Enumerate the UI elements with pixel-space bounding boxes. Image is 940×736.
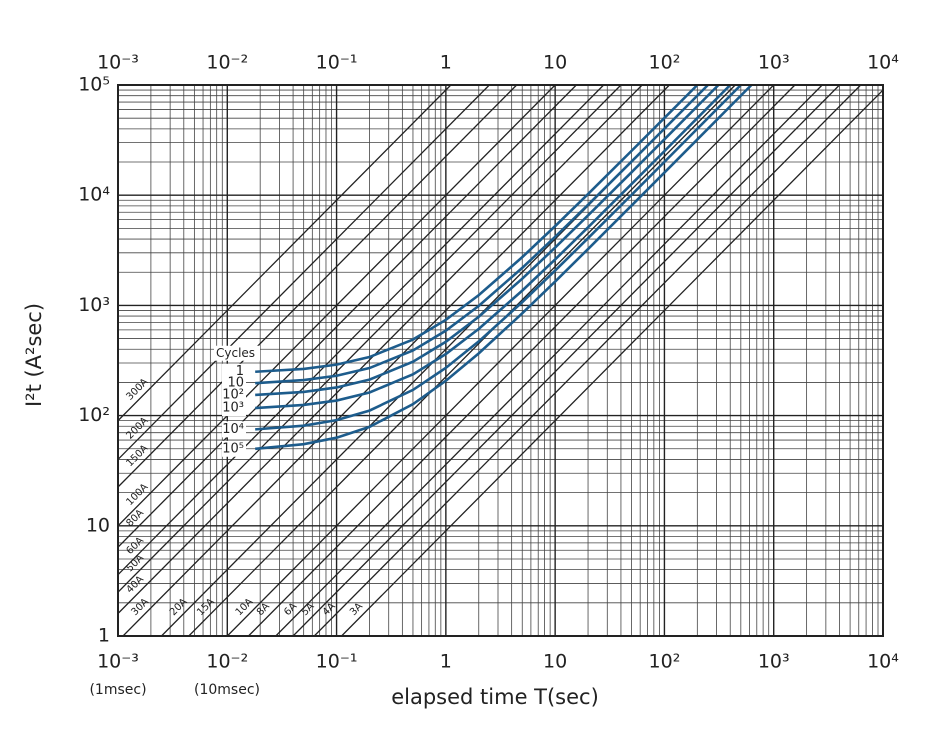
x-top-tick-label: 10: [543, 52, 567, 74]
series-line: [255, 84, 720, 397]
x-tick-label: 10²: [649, 651, 681, 673]
series-line: [255, 84, 699, 374]
current-line: [117, 84, 556, 527]
y-tick-label: 10⁴: [78, 184, 110, 206]
legend-box: [222, 400, 246, 417]
legend-box: [222, 421, 246, 438]
y-tick-label: 10²: [78, 404, 110, 426]
current-line: [117, 84, 577, 548]
x-tick-label: 10⁻³: [97, 651, 139, 673]
current-line: [275, 84, 823, 637]
legend-label: 10⁵: [222, 441, 244, 456]
series-line: [255, 84, 732, 410]
series-line: [255, 84, 742, 431]
legend-title: Cycles: [216, 346, 255, 360]
current-line: [117, 84, 622, 593]
x-tick-label: 10³: [758, 651, 790, 673]
legend-label: 10: [227, 376, 244, 391]
curves: [255, 84, 753, 451]
legend-label: 10³: [222, 401, 244, 416]
current-line: [117, 84, 605, 576]
y-tick-label: 10³: [78, 294, 110, 316]
x-top-tick-label: 1: [440, 52, 452, 74]
x-top-tick-label: 10⁴: [867, 52, 899, 74]
annotation: (10msec): [194, 682, 260, 698]
legend-label: 10²: [222, 387, 244, 402]
plot-frame: [117, 84, 884, 637]
series-line: [255, 84, 709, 385]
current-line: [313, 84, 862, 637]
current-line: [117, 84, 452, 422]
legend-box: [222, 386, 246, 403]
current-line: [226, 84, 775, 637]
x-tick-label: 10⁻²: [206, 651, 248, 673]
current-line: [292, 84, 840, 637]
current-line: [117, 84, 490, 460]
legend-label: 10⁴: [222, 422, 244, 437]
labels: 10⁻³10⁻³10⁻²10⁻²10⁻¹10⁻¹11101010²10²10³1…: [78, 52, 899, 673]
x-tick-label: 10: [543, 651, 567, 673]
legend-label: 1: [236, 364, 244, 379]
x-axis-label: elapsed time T(sec): [391, 685, 599, 709]
y-axis-label: I²t (A²sec): [22, 303, 46, 407]
x-top-tick-label: 10⁻³: [97, 52, 139, 74]
legend-title-box: [214, 345, 260, 361]
x-tick-label: 10⁴: [867, 651, 899, 673]
current-line: [188, 84, 736, 637]
current-line: [117, 84, 643, 614]
x-top-tick-label: 10⁻¹: [316, 52, 358, 74]
current-line: [117, 84, 518, 488]
series-line: [255, 84, 753, 451]
current-line: [122, 84, 670, 637]
annotation: (1msec): [89, 682, 146, 698]
x-top-tick-label: 10⁻²: [206, 52, 248, 74]
current-line: [248, 84, 796, 637]
x-top-tick-label: 10²: [649, 52, 681, 74]
current-line: [341, 89, 884, 637]
y-tick-label: 1: [98, 625, 110, 647]
y-tick-label: 10⁵: [78, 74, 110, 96]
legend-box: [222, 440, 246, 457]
x-tick-label: 1: [440, 651, 452, 673]
x-tick-label: 10⁻¹: [316, 651, 358, 673]
y-tick-label: 10: [86, 514, 110, 536]
x-top-tick-label: 10³: [758, 52, 790, 74]
